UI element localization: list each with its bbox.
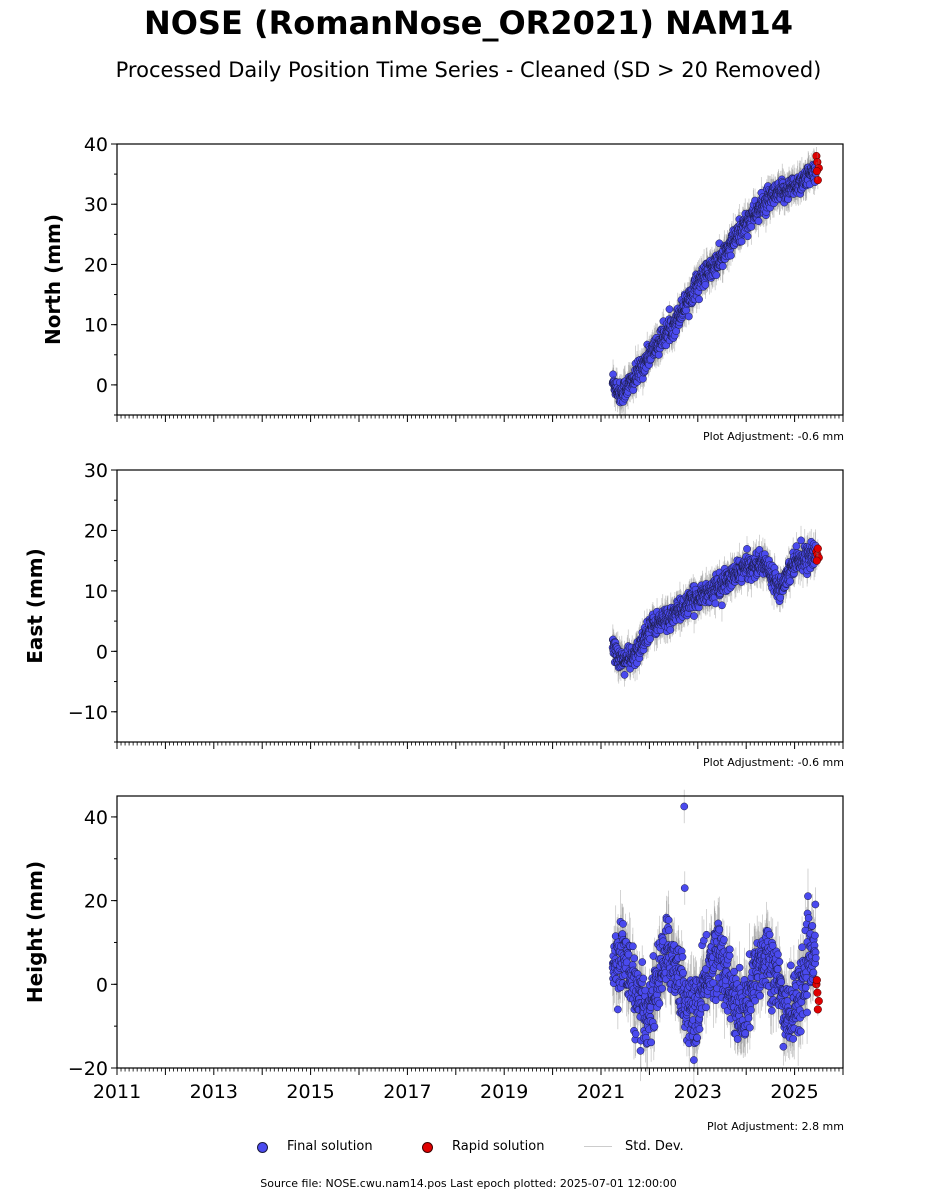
final-solution-point — [718, 262, 727, 271]
y-tick-label: 0 — [96, 375, 108, 397]
rapid-solution-point — [813, 544, 822, 553]
rapid-solution-point — [813, 176, 822, 185]
final-solution-point — [666, 626, 675, 634]
chart-title: NOSE (RomanNose_OR2021) NAM14 — [143, 4, 794, 42]
final-solution-points — [608, 536, 820, 679]
y-tick-label: 30 — [84, 194, 108, 216]
y-tick-label: 0 — [96, 641, 108, 663]
y-axis-label: East (mm) — [23, 548, 47, 664]
final-solution-point — [672, 327, 681, 335]
final-solution-point — [629, 386, 638, 394]
final-solution-point — [684, 312, 693, 321]
panel-east: −10 0 10 20 30 East (mm) — [23, 460, 844, 749]
plot-frame — [116, 143, 844, 416]
final-solution-point — [665, 305, 674, 314]
y-tick-label: 10 — [84, 315, 108, 337]
y-tick-label: 30 — [84, 460, 108, 482]
final-solution-point — [701, 280, 710, 289]
y-tick-label: 10 — [84, 581, 108, 603]
rapid-solution-points — [812, 539, 823, 570]
final-solution-point — [754, 217, 763, 225]
y-tick-label: 20 — [84, 520, 108, 542]
y-tick-label: 20 — [84, 254, 108, 276]
final-solution-point — [620, 671, 629, 679]
panel-north: 0 10 20 30 40 North (mm) — [41, 134, 844, 422]
y-tick-label: −10 — [68, 702, 108, 724]
final-solution-point — [786, 577, 794, 586]
final-solution-points — [608, 160, 820, 407]
final-solution-point — [646, 635, 654, 643]
final-solution-point — [727, 251, 735, 260]
final-solution-point — [737, 237, 746, 246]
final-solution-point — [712, 271, 721, 280]
final-solution-point — [711, 599, 720, 608]
rapid-solution-points — [812, 147, 823, 190]
final-solution-point — [718, 601, 726, 610]
y-axis-label: North (mm) — [41, 214, 65, 345]
final-solution-point — [797, 536, 805, 545]
final-solution-point — [690, 612, 698, 620]
final-solution-point — [743, 232, 752, 241]
rapid-solution-point — [812, 556, 821, 565]
plot-frame — [116, 469, 844, 743]
final-solution-point — [654, 351, 663, 359]
chart-subtitle: Processed Daily Position Time Series - C… — [115, 58, 822, 82]
y-tick-label: 40 — [84, 134, 108, 156]
final-solution-point — [743, 545, 751, 553]
rapid-solution-point — [812, 167, 821, 176]
final-solution-point — [747, 222, 756, 231]
final-solution-point — [695, 295, 703, 304]
final-solution-point — [776, 593, 785, 602]
